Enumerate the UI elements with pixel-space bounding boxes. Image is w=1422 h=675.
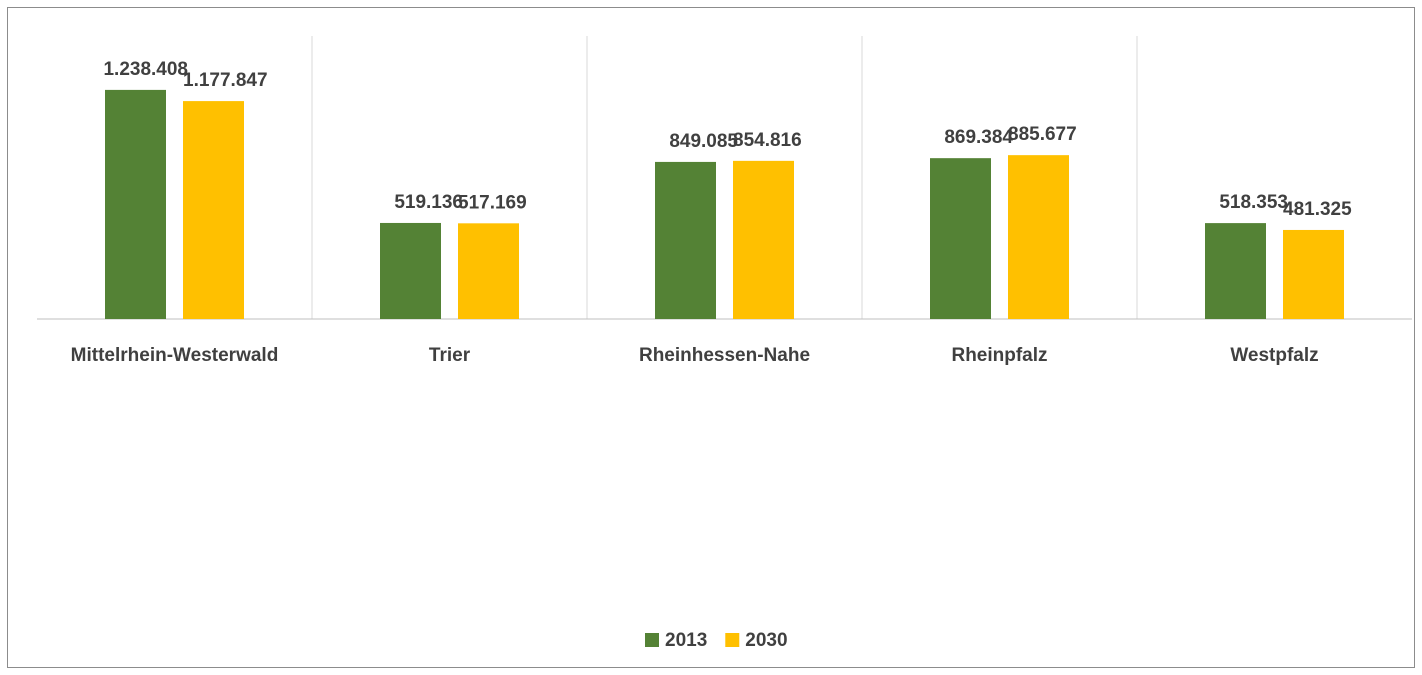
data-label: 481.325 xyxy=(1283,199,1352,220)
legend-swatch xyxy=(725,633,740,647)
legend-swatch xyxy=(645,633,659,647)
bar xyxy=(1008,155,1069,319)
x-tick-label: Mittelrhein-Westerwald xyxy=(70,345,279,366)
x-tick-label: Rheinpfalz xyxy=(951,345,1048,366)
bar xyxy=(930,158,991,319)
data-label: 854.816 xyxy=(733,130,802,151)
bar xyxy=(1205,223,1266,319)
data-label: 1.238.408 xyxy=(103,59,188,80)
legend-label: 2030 xyxy=(745,630,787,651)
bar xyxy=(1283,229,1344,319)
data-label: 885.677 xyxy=(1008,124,1077,145)
x-tick-label: Rheinhessen-Nahe xyxy=(638,345,811,366)
data-label: 849.085 xyxy=(669,131,738,152)
data-label: 519.136 xyxy=(394,192,463,213)
data-label: 1.177.847 xyxy=(183,70,268,91)
bar xyxy=(183,101,244,320)
bar xyxy=(380,222,441,319)
data-label: 869.384 xyxy=(944,127,1013,148)
bar xyxy=(733,160,794,319)
x-tick-label: Trier xyxy=(428,345,471,366)
legend-label: 2013 xyxy=(665,630,707,651)
bar xyxy=(105,89,166,319)
x-tick-label: Westpfalz xyxy=(1230,345,1319,366)
bar xyxy=(655,161,716,319)
bar xyxy=(458,223,519,319)
data-label: 518.353 xyxy=(1219,192,1288,213)
data-label: 517.169 xyxy=(458,192,527,213)
